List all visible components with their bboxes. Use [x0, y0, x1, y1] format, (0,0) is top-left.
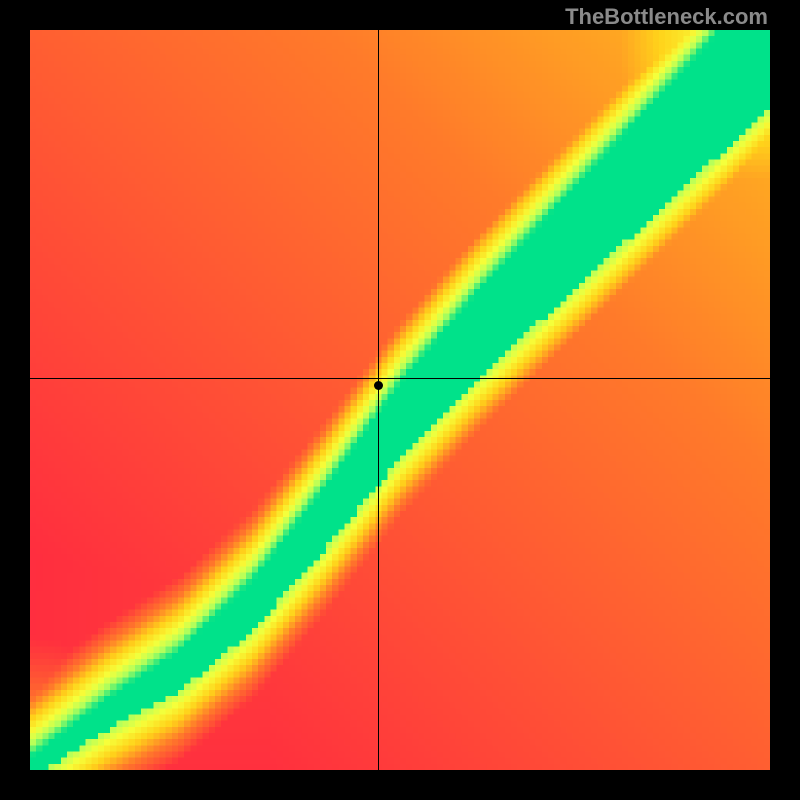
watermark-text: TheBottleneck.com — [565, 4, 768, 30]
crosshair-horizontal — [30, 378, 770, 379]
chart-frame: TheBottleneck.com — [0, 0, 800, 800]
bottleneck-heatmap — [30, 30, 770, 770]
data-point-marker — [374, 381, 383, 390]
crosshair-vertical — [378, 30, 379, 770]
